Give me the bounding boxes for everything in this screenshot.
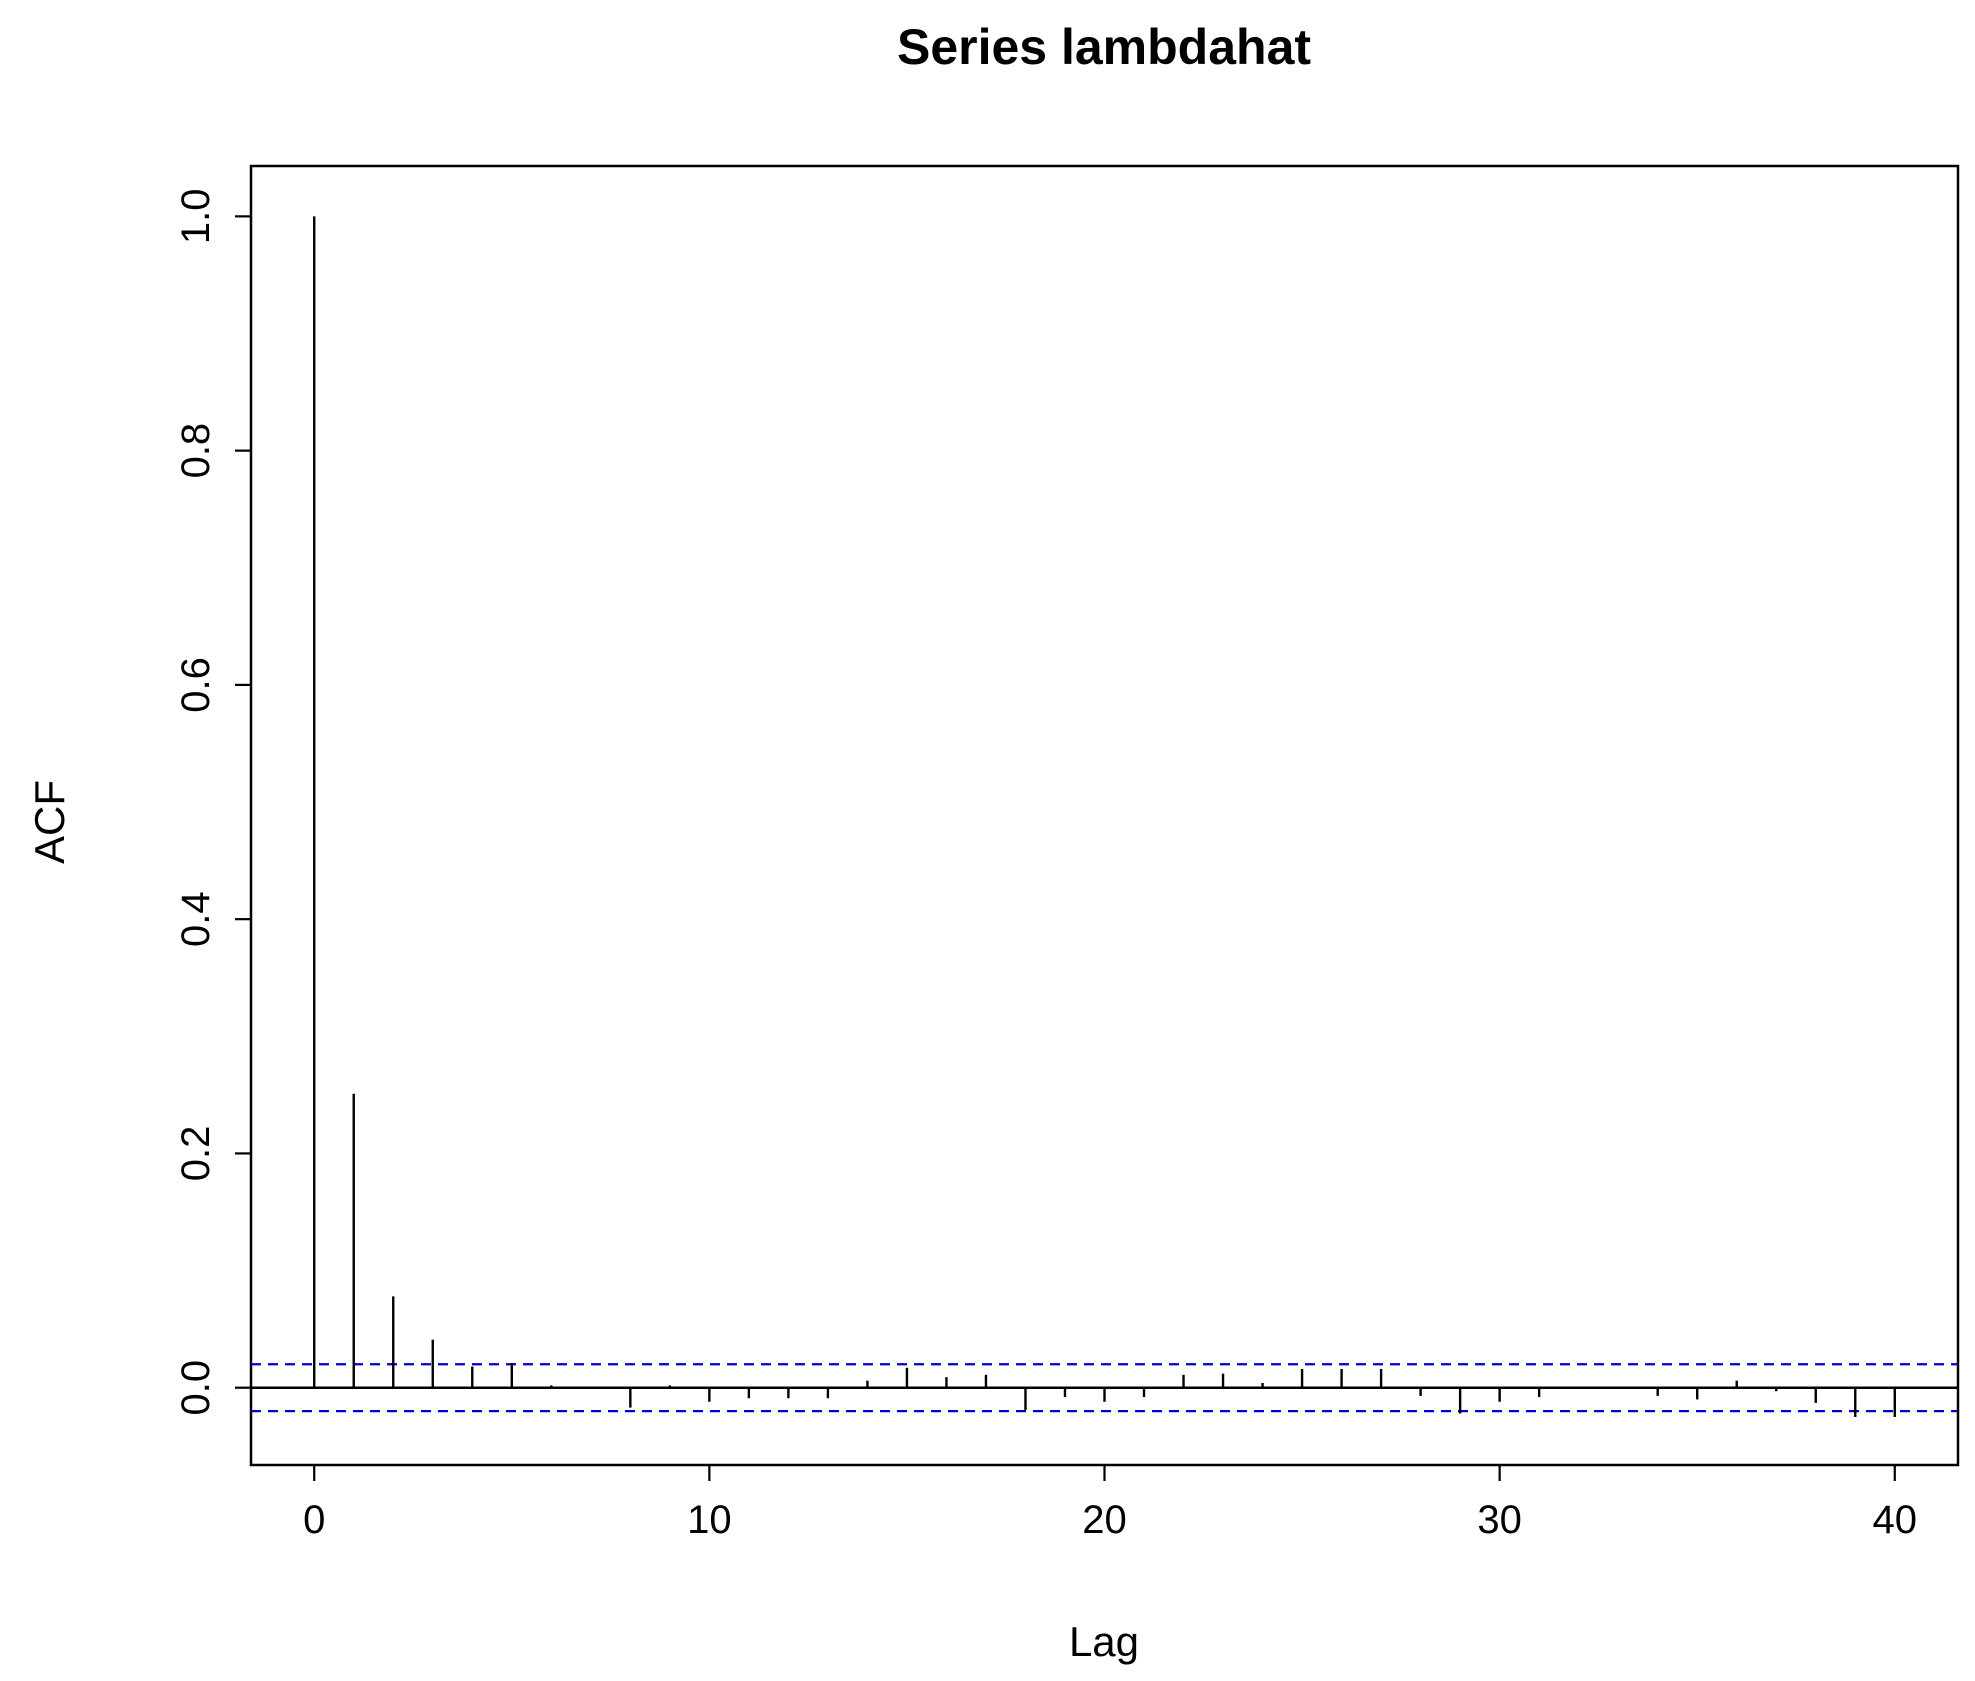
y-tick-label: 0.2 [174,1126,218,1182]
x-tick-label: 0 [303,1498,325,1542]
plot-frame [249,164,1960,1467]
x-tick-label: 10 [687,1498,732,1542]
y-axis: 0.0 0.2 0.4 0.6 0.8 1.0 [174,189,251,1416]
chart-title: Series lambdahat [897,19,1311,75]
x-axis: 0 10 20 30 40 [303,1465,1917,1542]
y-tick-label: 1.0 [174,189,218,245]
x-tick-label: 40 [1873,1498,1918,1542]
y-axis-label: ACF [26,780,73,864]
x-axis-label: Lag [1069,1618,1139,1665]
confidence-bounds [251,1363,1958,1413]
y-tick-label: 0.8 [174,423,218,479]
y-tick-label: 0.4 [174,891,218,947]
y-tick-label: 0.6 [174,657,218,713]
x-tick-label: 20 [1082,1498,1127,1542]
y-tick-label: 0.0 [174,1360,218,1416]
x-tick-label: 30 [1477,1498,1522,1542]
acf-bars [313,216,1896,1417]
